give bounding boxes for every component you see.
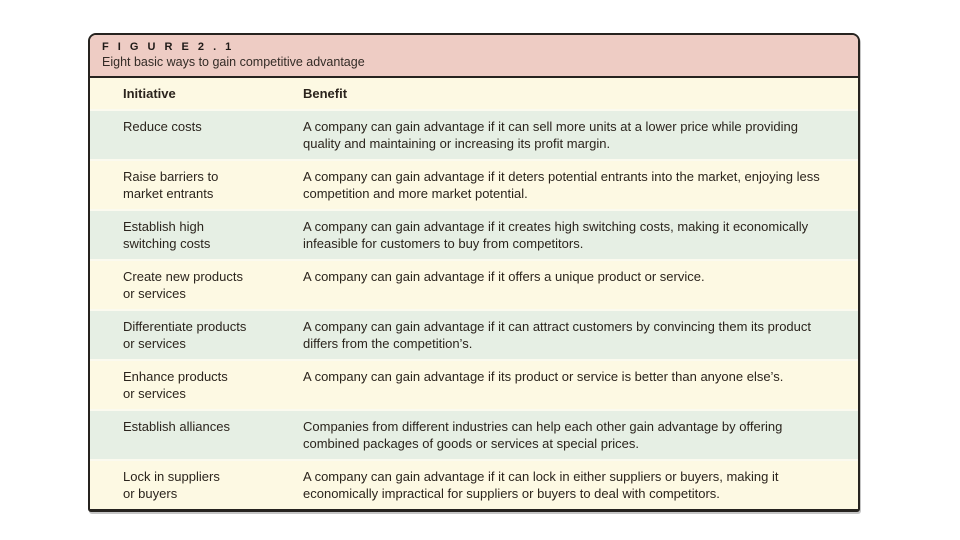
table-row: Establish alliances Companies from diffe… (90, 410, 858, 460)
table-row: Create new products or services A compan… (90, 260, 858, 310)
initiative-cell: Lock in suppliers or buyers (123, 469, 220, 501)
initiative-cell: Establish high switching costs (123, 219, 211, 251)
initiative-cell: Enhance products or services (123, 369, 228, 401)
figure-header: F I G U R E 2 . 1 Eight basic ways to ga… (90, 35, 858, 78)
initiative-cell: Create new products or services (123, 269, 243, 301)
table-row: Enhance products or services A company c… (90, 360, 858, 410)
initiative-cell: Establish alliances (123, 419, 230, 434)
column-header-benefit: Benefit (303, 78, 858, 110)
table-row: Reduce costs A company can gain advantag… (90, 110, 858, 160)
benefit-cell: A company can gain advantage if it offer… (303, 269, 705, 284)
figure-card: F I G U R E 2 . 1 Eight basic ways to ga… (88, 33, 860, 512)
initiative-cell: Differentiate products or services (123, 319, 247, 351)
initiative-cell: Raise barriers to market entrants (123, 169, 219, 201)
benefit-cell: A company can gain advantage if it creat… (303, 219, 809, 251)
table-row: Establish high switching costs A company… (90, 210, 858, 260)
benefit-cell: A company can gain advantage if it can l… (303, 469, 779, 501)
benefit-cell: A company can gain advantage if it can a… (303, 319, 811, 351)
table-row: Raise barriers to market entrants A comp… (90, 160, 858, 210)
figure-table: Initiative Benefit Reduce costs A compan… (90, 78, 858, 509)
benefit-cell: A company can gain advantage if its prod… (303, 369, 784, 384)
figure-label: F I G U R E 2 . 1 (102, 41, 235, 53)
table-row: Differentiate products or services A com… (90, 310, 858, 360)
benefit-cell: A company can gain advantage if it can s… (303, 119, 798, 151)
initiative-cell: Reduce costs (123, 119, 202, 134)
figure-caption: Eight basic ways to gain competitive adv… (102, 55, 365, 69)
benefit-cell: A company can gain advantage if it deter… (303, 169, 820, 201)
table-header-row: Initiative Benefit (90, 78, 858, 110)
column-header-initiative: Initiative (90, 78, 303, 110)
table-row: Lock in suppliers or buyers A company ca… (90, 460, 858, 509)
benefit-cell: Companies from different industries can … (303, 419, 783, 451)
